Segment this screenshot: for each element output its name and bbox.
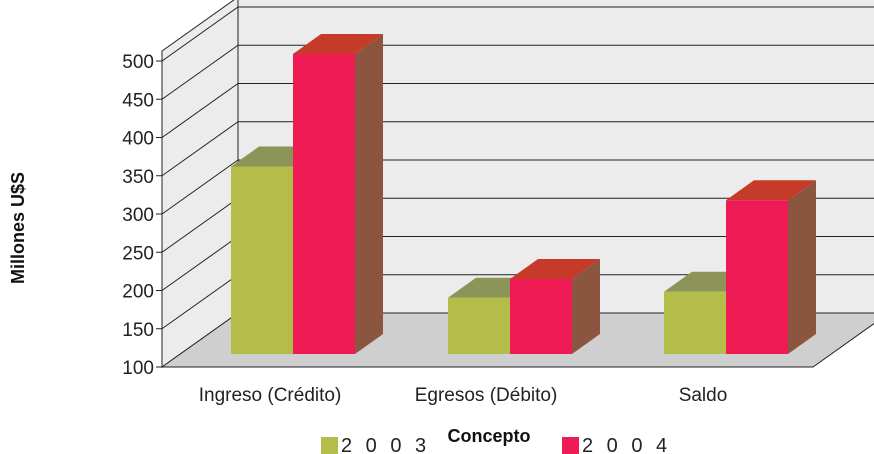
y-tick-label: 250 xyxy=(122,243,154,264)
y-tick-label: 350 xyxy=(122,167,154,188)
bars xyxy=(231,34,816,354)
legend-swatch-2004 xyxy=(562,437,579,454)
bar-front xyxy=(293,54,355,354)
legend-label-2004: 2 0 0 4 xyxy=(582,435,671,454)
gridline xyxy=(161,44,874,100)
y-tick-label: 400 xyxy=(122,129,154,150)
bar-front xyxy=(664,291,726,354)
bar-top xyxy=(726,180,816,201)
x-category-label: Egresos (Débito) xyxy=(415,385,558,406)
bar-side xyxy=(355,34,383,354)
bar-top xyxy=(510,259,600,279)
bar-front xyxy=(510,279,572,354)
bar-top xyxy=(293,34,383,54)
x-axis-categories: Ingreso (Crédito) Egresos (Débito) Saldo xyxy=(199,385,728,406)
left-wall xyxy=(161,0,239,368)
gridline xyxy=(161,6,874,62)
gridline xyxy=(161,159,874,215)
bar-front xyxy=(448,297,510,354)
y-tick-label: 300 xyxy=(122,205,154,226)
y-tick-label: 200 xyxy=(122,282,154,303)
x-category-label: Ingreso (Crédito) xyxy=(199,385,342,406)
y-axis-ticks: 100 150 200 250 300 350 400 450 500 xyxy=(122,51,163,379)
y-tick-label: 450 xyxy=(122,90,154,111)
bar xyxy=(726,180,816,354)
bar xyxy=(293,34,383,354)
bar-front xyxy=(726,200,788,354)
bar xyxy=(510,259,600,354)
x-category-label: Saldo xyxy=(679,385,728,406)
legend: 2 0 0 3 2 0 0 4 xyxy=(321,435,671,454)
gridline xyxy=(161,83,874,138)
legend-swatch-2003 xyxy=(321,437,338,454)
legend-label-2003: 2 0 0 3 xyxy=(341,435,430,454)
bar-side xyxy=(572,259,600,354)
x-axis-title: Concepto xyxy=(448,426,531,446)
y-tick-label: 100 xyxy=(122,358,154,379)
gridline xyxy=(161,121,874,177)
y-tick-label: 150 xyxy=(122,320,154,341)
bar-front xyxy=(231,166,293,354)
bar-side xyxy=(788,180,816,354)
y-tick-label: 500 xyxy=(122,52,154,73)
y-axis-title: Millones U$S xyxy=(8,172,28,284)
